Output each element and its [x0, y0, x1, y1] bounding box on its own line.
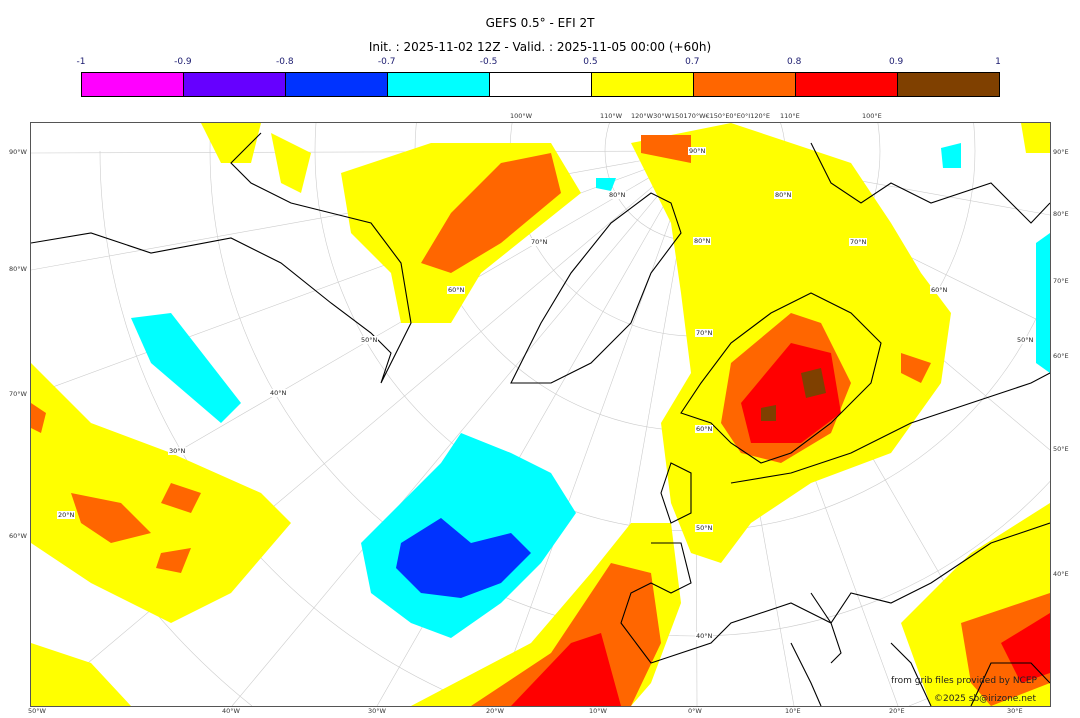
colorbar-segment	[388, 73, 490, 96]
latitude-label: 80°N	[774, 191, 793, 199]
latitude-label: 90°N	[688, 147, 707, 155]
right-axis-label: 40°E	[1053, 570, 1069, 578]
latitude-label: 80°N	[693, 237, 712, 245]
left-axis-label: 60°W	[9, 532, 27, 540]
colorbar-label: 0.8	[787, 57, 802, 67]
latitude-label: 50°N	[695, 524, 714, 532]
colorbar-label: 0.9	[888, 57, 904, 67]
colorbar-label: -0.8	[275, 57, 294, 67]
latitude-label: 40°N	[695, 632, 714, 640]
bottom-axis-label: 20°W	[486, 707, 504, 715]
top-axis-label: 100°E	[862, 112, 882, 120]
latitude-label: 70°N	[530, 238, 549, 246]
right-axis-label: 70°E	[1053, 277, 1069, 285]
colorbar-segment	[184, 73, 286, 96]
efi-field	[31, 123, 1050, 706]
left-axis-label: 80°W	[9, 265, 27, 273]
bottom-axis-label: 0°W	[688, 707, 702, 715]
latitude-label: 60°N	[930, 286, 949, 294]
bottom-axis-label: 10°W	[589, 707, 607, 715]
right-axis-label: 80°E	[1053, 210, 1069, 218]
latitude-label: 30°N	[168, 447, 187, 455]
top-axis-label: 120°W30°W150170°W€150°E0°E0°I120°E	[631, 112, 770, 120]
colorbar-segment	[796, 73, 898, 96]
colorbar-label: -1	[76, 57, 86, 67]
bottom-axis-label: 10°E	[785, 707, 801, 715]
map-canvas	[31, 123, 1050, 706]
colorbar-segment	[898, 73, 999, 96]
colorbar-label: 0.5	[583, 57, 598, 67]
bottom-axis-label: 20°E	[889, 707, 905, 715]
colorbar-segment	[82, 73, 184, 96]
right-axis-label: 60°E	[1053, 352, 1069, 360]
bottom-axis-label: 50°W	[28, 707, 46, 715]
latitude-label: 60°N	[447, 286, 466, 294]
colorbar-label: -0.5	[479, 57, 498, 67]
colorbar-label: 0.7	[685, 57, 700, 67]
colorbar-label: -0.9	[174, 57, 192, 67]
right-axis-label: 90°E	[1053, 148, 1069, 156]
coastlines	[31, 132, 1050, 706]
source-credit: from grib files provided by NCEP	[891, 676, 1037, 686]
latitude-label: 70°N	[849, 238, 868, 246]
top-axis-label: 110°W	[600, 112, 623, 120]
right-axis-label: 50°E	[1053, 445, 1069, 453]
colorbar-segment	[694, 73, 796, 96]
latitude-label: 50°N	[1016, 336, 1035, 344]
latitude-label: 70°N	[695, 329, 714, 337]
colorbar	[81, 72, 1000, 97]
latitude-label: 60°N	[695, 425, 714, 433]
colorbar-segment	[286, 73, 388, 96]
left-axis-label: 90°W	[9, 148, 27, 156]
top-axis-label: 100°W	[510, 112, 533, 120]
bottom-axis-label: 40°W	[222, 707, 240, 715]
colorbar-segment	[592, 73, 694, 96]
latitude-label: 80°N	[608, 191, 627, 199]
left-axis-label: 70°W	[9, 390, 27, 398]
colorbar-segment	[490, 73, 592, 96]
latitude-label: 50°N	[360, 336, 379, 344]
latitude-label: 40°N	[269, 389, 288, 397]
efi-map: 90°N 80°N 80°N 80°N 70°N 70°N 70°N 60°N 60°N 60°N…	[30, 122, 1051, 707]
map-subtitle: Init. : 2025-11-02 12Z - Valid. : 2025-1…	[368, 40, 712, 54]
bottom-axis-label: 30°W	[368, 707, 386, 715]
map-title: GEFS 0.5° - EFI 2T	[485, 16, 595, 30]
colorbar-label: -0.7	[377, 57, 396, 67]
colorbar-label: 1	[995, 57, 1001, 67]
top-axis-label: 110°E	[780, 112, 800, 120]
latitude-label: 20°N	[57, 511, 76, 519]
copyright: ©2025 sb@irizone.net	[934, 694, 1036, 704]
bottom-axis-label: 30°E	[1007, 707, 1023, 715]
